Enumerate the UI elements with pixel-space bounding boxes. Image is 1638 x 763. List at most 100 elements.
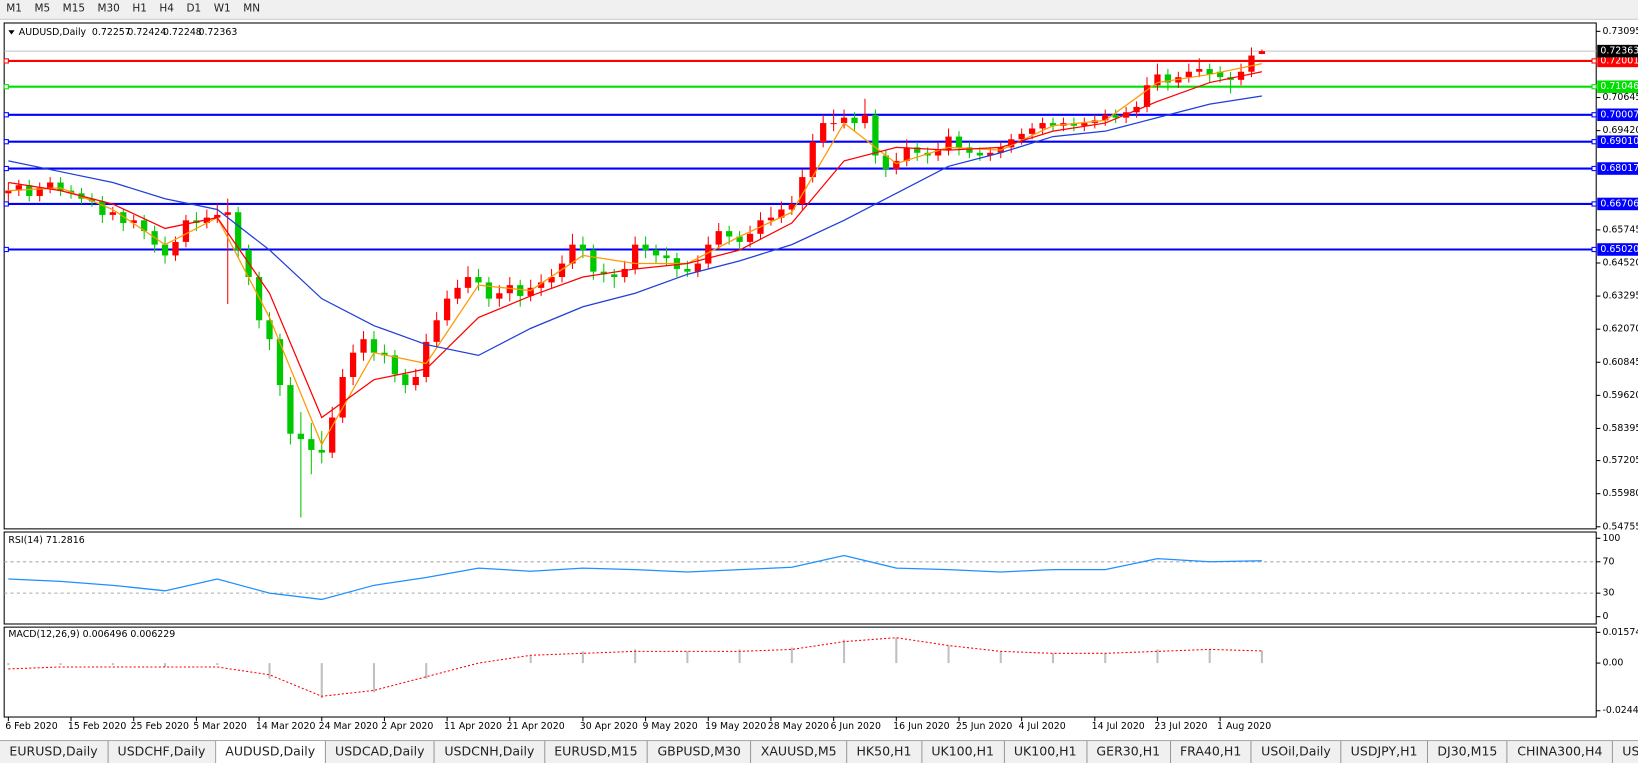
candle-body [266,320,273,340]
chart-tab[interactable]: HK50,H1 [847,741,922,763]
chart: AUDUSD,Daily RSI(14) 71.2816 MACD(12,26,… [3,22,1638,732]
chart-tab[interactable]: UK100,H1 [1004,741,1088,763]
y-tick-label: 30 [1602,588,1614,599]
candle-body [914,147,921,153]
candle-body [47,182,54,188]
candle-body [987,152,994,156]
price-label: 0.72363 [1600,46,1638,57]
candle-body [36,187,43,197]
candle-body [360,339,367,353]
level-handle [3,201,9,207]
candle-body [214,214,221,218]
chart-tab[interactable]: USOil,Daily [1252,741,1342,763]
candle-body [663,255,670,259]
macd-title: MACD(12,26,9) 0.006496 0.006229 [8,629,175,640]
candle-body [172,241,179,256]
moving-average [8,95,1263,357]
chart-tab[interactable]: USDCNH,Daily [435,741,545,763]
y-tick-label: 0.55980 [1602,488,1638,499]
ohlc-value: 0.72257 [92,27,131,38]
candle-body [893,160,900,169]
candle-body [966,147,973,153]
candle-body [485,282,493,299]
candle-body [1143,85,1151,107]
chart-tab[interactable]: AUDUSD,Daily [215,741,326,763]
timeframe-button[interactable]: MN [243,3,261,15]
chart-tab[interactable]: USOil,H [1613,741,1638,763]
rsi-line [8,554,1262,601]
symbol-title: AUDUSD,Daily [19,27,87,38]
timeframe-button[interactable]: H1 [132,3,147,15]
level-label: 0.69010 [1600,136,1638,147]
candle-body [621,268,628,278]
y-tick-label: 0.64520 [1602,257,1638,268]
timeframe-button[interactable]: M15 [62,3,85,15]
x-tick-label: 14 Mar 2020 [256,721,316,732]
candle-body [141,220,148,232]
candle-body [820,123,827,142]
y-tick-label: 70 [1602,556,1614,567]
chart-tab[interactable]: GBPUSD,M30 [648,741,752,763]
candle-body [861,114,869,124]
candle-body [57,182,64,191]
timeframe-button[interactable]: D1 [186,3,202,15]
candle-body [976,152,984,156]
timeframe-button[interactable]: W1 [213,3,231,15]
level-handle [1591,58,1597,64]
chart-tab[interactable]: EURUSD,M15 [545,741,649,763]
level-handle [1591,84,1597,90]
x-tick-label: 25 Feb 2020 [131,721,189,732]
candle-body [224,212,231,215]
x-tick-label: 24 Mar 2020 [319,721,379,732]
candle-body [26,185,33,197]
level-label: 0.68017 [1600,163,1638,174]
level-handle [3,112,9,118]
candle-body [517,285,524,296]
timeframe-button[interactable]: H4 [159,3,174,15]
candle-body [527,287,534,296]
chart-tab[interactable]: USDCAD,Daily [326,741,435,763]
level-handle [1591,201,1597,207]
rsi-frame [3,531,1597,625]
y-tick-label: 100 [1602,533,1620,544]
chart-tab[interactable]: GER30,H1 [1087,741,1171,763]
candle-body [548,277,555,283]
candle-body [443,298,451,321]
x-tick-label: 28 May 2020 [768,721,829,732]
chart-tab[interactable]: DJ30,M15 [1428,741,1508,763]
x-tick-label: 19 May 2020 [705,721,766,732]
candle-body [882,155,889,169]
level-label-box [1597,135,1638,148]
candle-body [1154,74,1161,86]
candle-body [799,177,806,205]
x-tick-label: 30 Apr 2020 [580,721,638,732]
level-handle [3,84,9,90]
y-tick-label: 0.015741 [1602,627,1638,638]
candle-body [120,212,127,224]
candle-body [1217,71,1224,78]
candle-body [339,376,346,418]
x-tick-label: 14 Jul 2020 [1092,721,1145,732]
candle-body [402,374,409,386]
chart-tab[interactable]: EURUSD,Daily [0,741,109,763]
moving-average [8,71,1263,419]
chart-tab[interactable]: FRA40,H1 [1171,741,1252,763]
candle-body [1164,74,1172,83]
candle-body [412,376,419,386]
y-tick-label: 0.54755 [1602,521,1638,532]
candle-body [381,352,388,356]
candle-body [182,220,190,242]
chart-tab[interactable]: CHINA300,H4 [1508,741,1613,763]
chart-tab[interactable]: USDCHF,Daily [108,741,216,763]
candle-body [778,209,785,218]
chart-tab[interactable]: XAUUSD,M5 [751,741,848,763]
level-handle [3,165,9,172]
timeframe-button[interactable]: M5 [34,3,51,15]
candle-body [1258,51,1266,54]
timeframe-button[interactable]: M1 [6,3,22,15]
chart-tab[interactable]: UK100,H1 [922,741,1005,763]
timeframe-button[interactable]: M30 [97,3,120,15]
candle-body [1185,71,1192,78]
chart-tab[interactable]: USDJPY,H1 [1341,741,1428,763]
level-label: 0.70007 [1600,109,1638,120]
